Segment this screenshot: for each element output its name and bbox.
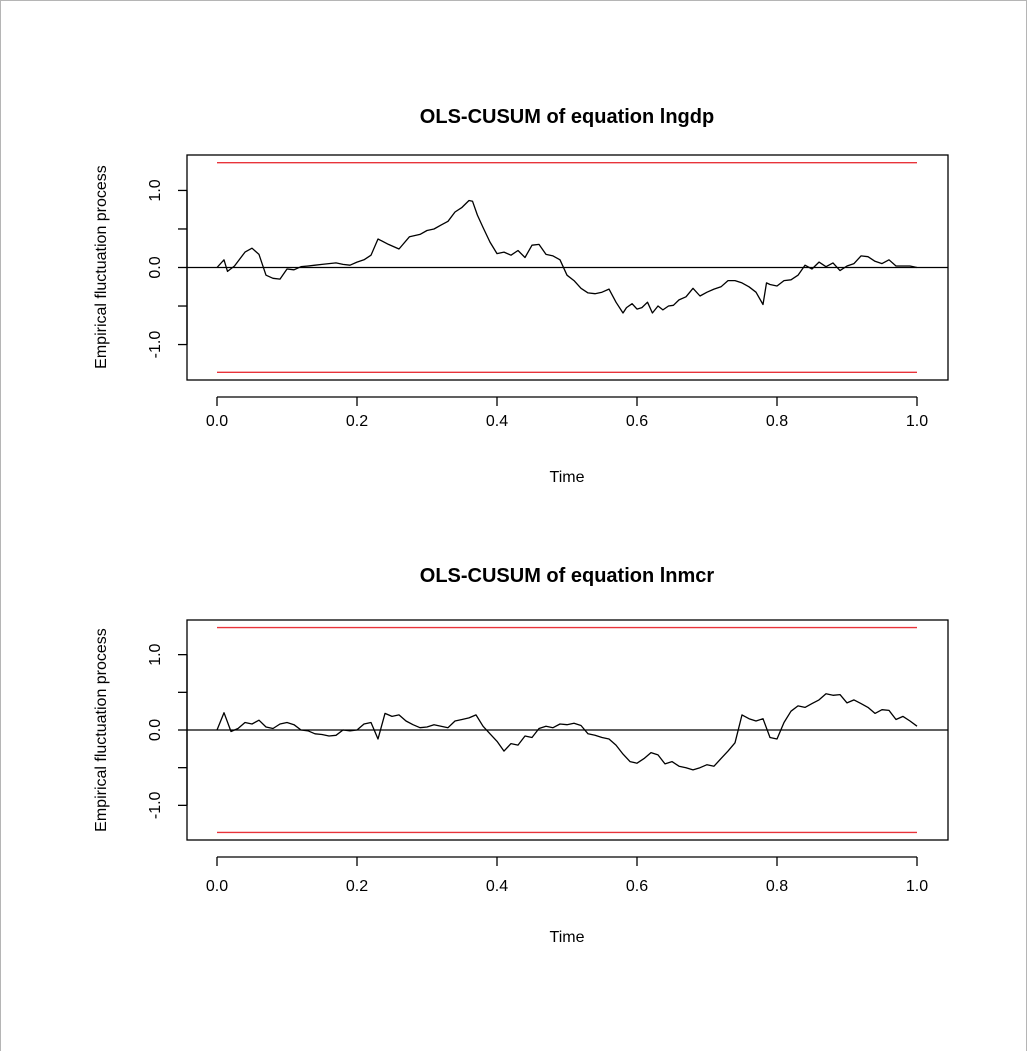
panel-lngdp: OLS-CUSUM of equation lngdp Time Empiric… (93, 106, 949, 486)
y-tick-label: -1.0 (147, 331, 164, 359)
y-tick-label: 0.0 (147, 256, 164, 278)
x-tick-label: 0.2 (346, 413, 368, 430)
x-tick-label: 0.0 (206, 413, 228, 430)
chart-title: OLS-CUSUM of equation lnmcr (420, 565, 715, 587)
axis-ticks: 0.0 0.2 0.4 0.6 0.8 1.0 -1.0 0.0 1.0 (147, 179, 928, 430)
panel-lnmcr: OLS-CUSUM of equation lnmcr Time Empiric… (93, 565, 949, 946)
y-axis-label: Empirical fluctuation process (93, 628, 110, 832)
y-tick-label: 1.0 (147, 643, 164, 665)
x-tick-label: 0.8 (766, 878, 788, 895)
x-axis-label: Time (550, 469, 585, 486)
plot-marks (187, 162, 948, 373)
y-axis-label: Empirical fluctuation process (93, 165, 110, 369)
x-tick-label: 0.4 (486, 413, 508, 430)
chart-title: OLS-CUSUM of equation lngdp (420, 106, 714, 128)
x-tick-label: 0.0 (206, 878, 228, 895)
y-tick-label: -1.0 (147, 791, 164, 819)
x-tick-label: 1.0 (906, 413, 928, 430)
x-tick-label: 0.8 (766, 413, 788, 430)
series-line (216, 693, 918, 771)
series-line (216, 199, 918, 314)
x-tick-label: 0.2 (346, 878, 368, 895)
plot-marks (187, 626, 948, 834)
axis-ticks: 0.0 0.2 0.4 0.6 0.8 1.0 -1.0 0.0 1.0 (147, 643, 928, 895)
y-tick-label: 1.0 (147, 179, 164, 201)
y-tick-label: 0.0 (147, 719, 164, 741)
x-tick-label: 0.4 (486, 878, 508, 895)
x-axis-label: Time (550, 929, 585, 946)
x-tick-label: 1.0 (906, 878, 928, 895)
x-tick-label: 0.6 (626, 413, 648, 430)
x-tick-label: 0.6 (626, 878, 648, 895)
